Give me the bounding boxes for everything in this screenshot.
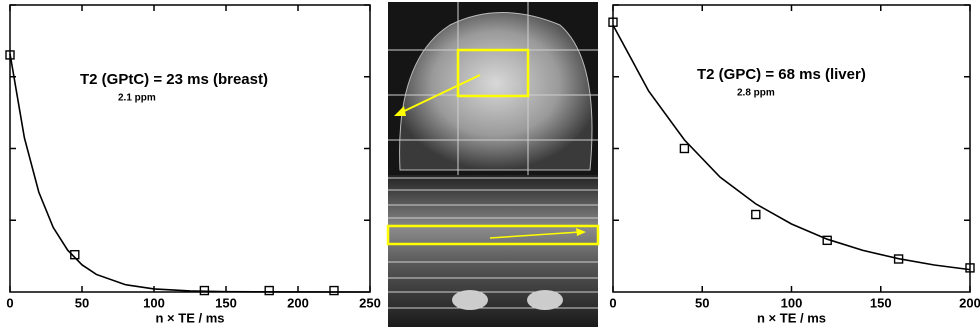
data-point: [330, 287, 338, 295]
data-point: [265, 287, 273, 295]
x-tick-label: 150: [215, 295, 237, 310]
figure: 0 50 100 150 200 250 n × TE / ms T2 (GPtC) = 23…: [0, 0, 980, 327]
plot-frame: [10, 5, 370, 292]
x-tick-label: 200: [959, 295, 980, 310]
fit-curve: [613, 25, 970, 270]
x-tick-label: 0: [609, 295, 616, 310]
x-axis-label: n × TE / ms: [757, 310, 826, 325]
x-tick-label: 50: [695, 295, 709, 310]
x-tick-label: 50: [75, 295, 89, 310]
data-point: [752, 211, 760, 219]
x-tick-label: 0: [6, 295, 13, 310]
x-tick-label: 100: [143, 295, 165, 310]
annotation: T2 (GPtC) = 23 ms (breast): [80, 71, 268, 88]
x-axis-label: n × TE / ms: [156, 310, 225, 325]
fit-curve: [10, 54, 370, 292]
chart: 0 50 100 150 200 250 n × TE / ms T2 (GPtC) = 23…: [6, 5, 381, 325]
chart: 0 50 100 150 200 n × TE / ms T2 (GPC) = 68 ms …: [609, 5, 980, 325]
x-tick-label: 200: [287, 295, 309, 310]
annotation-note: 2.8 ppm: [737, 88, 775, 99]
annotation: T2 (GPC) = 68 ms (liver): [697, 66, 866, 83]
data-point: [680, 145, 688, 153]
annotation-note: 2.1 ppm: [118, 93, 156, 104]
mri-image: [388, 2, 598, 327]
plot-frame: [613, 5, 970, 292]
x-tick-label: 150: [870, 295, 892, 310]
x-tick-label: 250: [359, 295, 381, 310]
x-tick-label: 100: [781, 295, 803, 310]
